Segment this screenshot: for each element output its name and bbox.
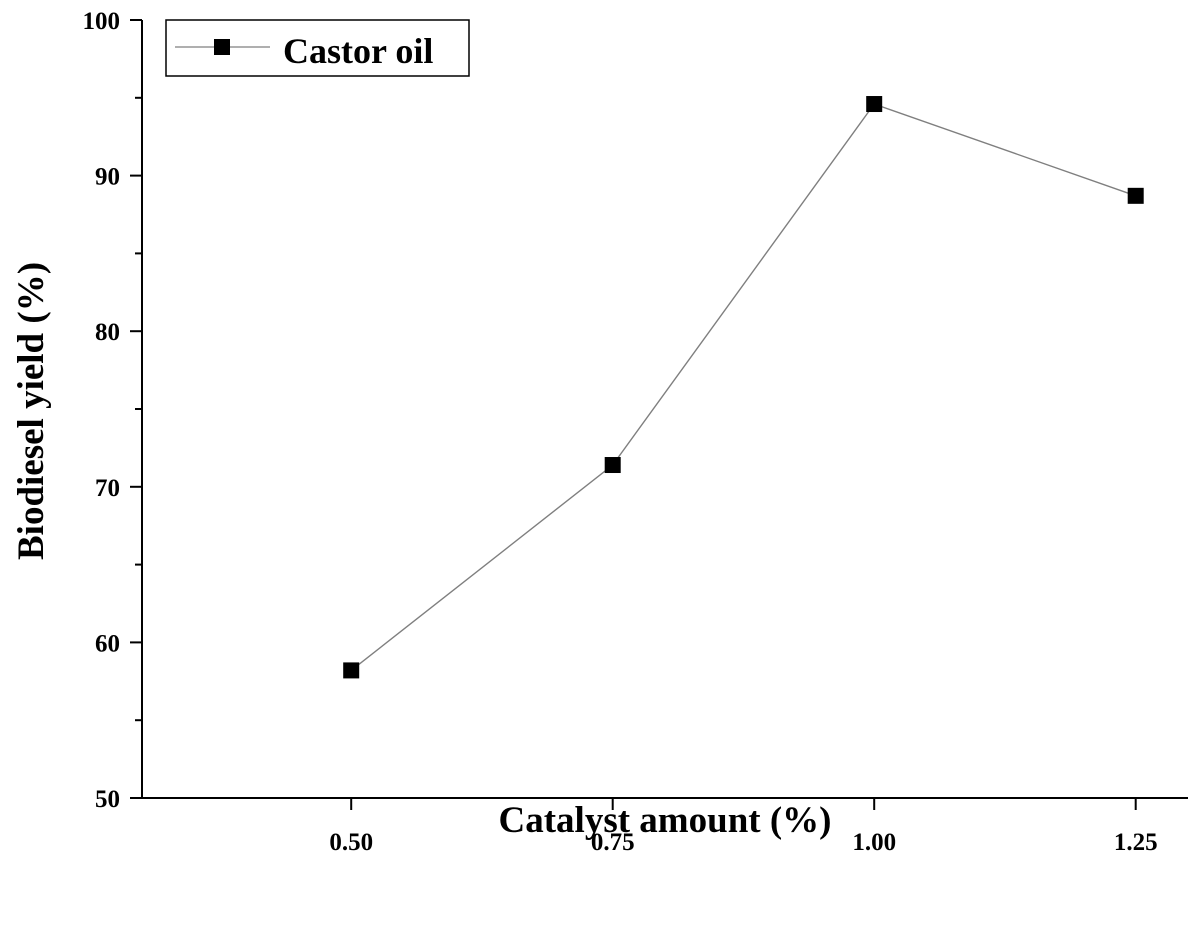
series-layer bbox=[343, 96, 1144, 679]
legend-marker-square bbox=[214, 39, 230, 55]
x-tick-label: 0.75 bbox=[591, 829, 635, 856]
data-point-marker bbox=[866, 96, 883, 113]
legend-label: Castor oil bbox=[283, 31, 433, 71]
series-line bbox=[350, 103, 1136, 671]
plot-frame bbox=[141, 20, 1188, 799]
x-tick-label: 1.25 bbox=[1114, 829, 1158, 856]
y-tick-label: 80 bbox=[95, 319, 120, 346]
y-tick-label: 70 bbox=[95, 475, 120, 502]
y-tick-label: 90 bbox=[95, 164, 120, 191]
x-tick-label: 1.00 bbox=[852, 829, 896, 856]
x-axis-ticks: 0.50 0.75 1.00 1.25 bbox=[329, 798, 1158, 856]
data-point-marker bbox=[1127, 187, 1144, 204]
y-tick-label: 60 bbox=[95, 630, 120, 657]
x-tick-label: 0.50 bbox=[329, 829, 373, 856]
legend: Castor oil bbox=[165, 19, 470, 77]
data-point-marker bbox=[343, 662, 360, 679]
y-tick-label: 50 bbox=[95, 786, 120, 813]
data-point-marker bbox=[604, 457, 621, 474]
x-axis-label: Catalyst amount (%) bbox=[499, 800, 832, 841]
y-axis-label: Biodiesel yield (%) bbox=[11, 262, 52, 560]
y-tick-label: 100 bbox=[83, 8, 121, 35]
y-axis-ticks: 50 60 70 80 90 100 bbox=[83, 8, 142, 813]
